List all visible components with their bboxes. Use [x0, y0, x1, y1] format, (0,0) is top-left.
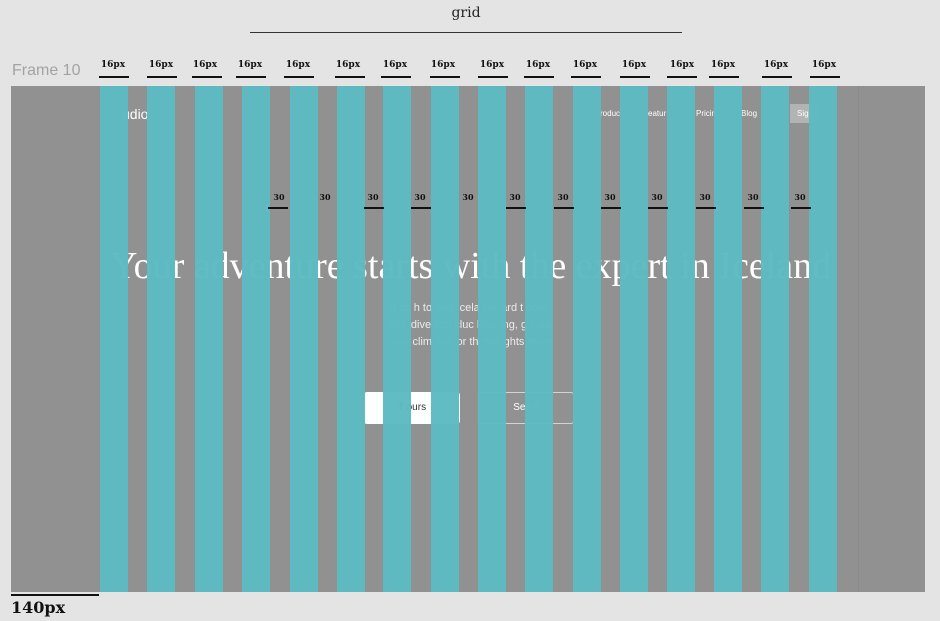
gutter-label: 16px: [621, 60, 647, 70]
column-width-dimension-line: [696, 207, 716, 209]
mockup-nav-features: eatur: [648, 109, 667, 118]
mockup-hero-title: Your adventure starts with the expert in…: [110, 245, 832, 287]
grid-column: [573, 86, 601, 592]
gutter-dimension-line: [667, 76, 697, 78]
grid-column: [667, 86, 695, 592]
grid-column: [242, 86, 270, 592]
column-width-label: 30: [367, 192, 379, 202]
frame-guide-line: [858, 86, 859, 592]
gutter-label: 16px: [382, 60, 408, 70]
grid-column: [337, 86, 365, 592]
gutter-dimension-line: [810, 76, 840, 78]
gutter-label: 16px: [479, 60, 505, 70]
gutter-label: 16px: [811, 60, 837, 70]
gutter-dimension-line: [762, 76, 792, 78]
grid-column: [809, 86, 837, 592]
column-width-dimension-line: [411, 207, 431, 209]
mockup-subtitle-line: nour clim hun or th rthe ghts more: [387, 336, 553, 348]
gutter-label: 16px: [430, 60, 456, 70]
gutter-label: 16px: [285, 60, 311, 70]
column-width-dimension-line: [648, 207, 668, 209]
column-width-dimension-line: [506, 207, 526, 209]
gutter-label: 16px: [335, 60, 361, 70]
gutter-label: 16px: [148, 60, 174, 70]
frame-label[interactable]: Frame 10: [12, 62, 81, 79]
title-underline: [250, 32, 682, 33]
gutter-dimension-line: [430, 76, 460, 78]
mockup-nav-blog: Blog: [741, 109, 758, 118]
grid-column: [714, 86, 742, 592]
column-width-label: 30: [509, 192, 521, 202]
column-width-label: 30: [794, 192, 806, 202]
gutter-dimension-line: [709, 76, 739, 78]
gutter-label: 16px: [710, 60, 736, 70]
grid-column: [431, 86, 459, 592]
grid-column: [478, 86, 506, 592]
margin-dimension-line: [11, 594, 99, 596]
column-width-label: 30: [747, 192, 759, 202]
gutter-label: 16px: [572, 60, 598, 70]
column-width-label: 30: [319, 192, 331, 202]
gutter-label: 16px: [100, 60, 126, 70]
column-width-label: 30: [462, 192, 474, 202]
gutter-dimension-line: [99, 76, 129, 78]
mockup-logo: udio: [122, 106, 149, 122]
mockup-nav-pricing: Pricin: [696, 109, 717, 118]
column-width-dimension-line: [791, 207, 811, 209]
column-width-dimension-line: [364, 207, 384, 209]
gutter-dimension-line: [335, 76, 365, 78]
column-width-label: 30: [273, 192, 285, 202]
column-width-dimension-line: [601, 207, 621, 209]
gutter-dimension-line: [192, 76, 222, 78]
gutter-label: 16px: [669, 60, 695, 70]
column-width-dimension-line: [744, 207, 764, 209]
grid-column: [195, 86, 223, 592]
gutter-dimension-line: [524, 76, 554, 78]
gutter-dimension-line: [236, 76, 266, 78]
column-width-label: 30: [604, 192, 616, 202]
gutter-label: 16px: [237, 60, 263, 70]
gutter-dimension-line: [478, 76, 508, 78]
grid-column: [761, 86, 789, 592]
mockup-subtitle-line: h so h to and Icela car ard t pose: [389, 302, 551, 314]
column-width-dimension-line: [554, 207, 574, 209]
mockup-nav-products: roduc: [600, 109, 621, 118]
column-width-label: 30: [557, 192, 569, 202]
gutter-label: 16px: [192, 60, 218, 70]
grid-column: [525, 86, 553, 592]
gutter-dimension-line: [147, 76, 177, 78]
gutter-label: 16px: [525, 60, 551, 70]
gutter-label: 16px: [763, 60, 789, 70]
margin-label: 140px: [11, 598, 66, 617]
mockup-subtitle-line: vity. dive lect cluc king ing, g r wa: [389, 319, 551, 331]
column-width-dimension-line: [268, 207, 288, 209]
grid-column: [100, 86, 128, 592]
grid-column: [620, 86, 648, 592]
column-width-label: 30: [651, 192, 663, 202]
grid-column: [290, 86, 318, 592]
column-width-label: 30: [414, 192, 426, 202]
grid-column: [383, 86, 411, 592]
gutter-dimension-line: [571, 76, 601, 78]
diagram-title: grid: [451, 5, 481, 21]
gutter-dimension-line: [620, 76, 650, 78]
gutter-dimension-line: [381, 76, 411, 78]
gutter-dimension-line: [284, 76, 314, 78]
column-width-label: 30: [699, 192, 711, 202]
grid-column: [147, 86, 175, 592]
